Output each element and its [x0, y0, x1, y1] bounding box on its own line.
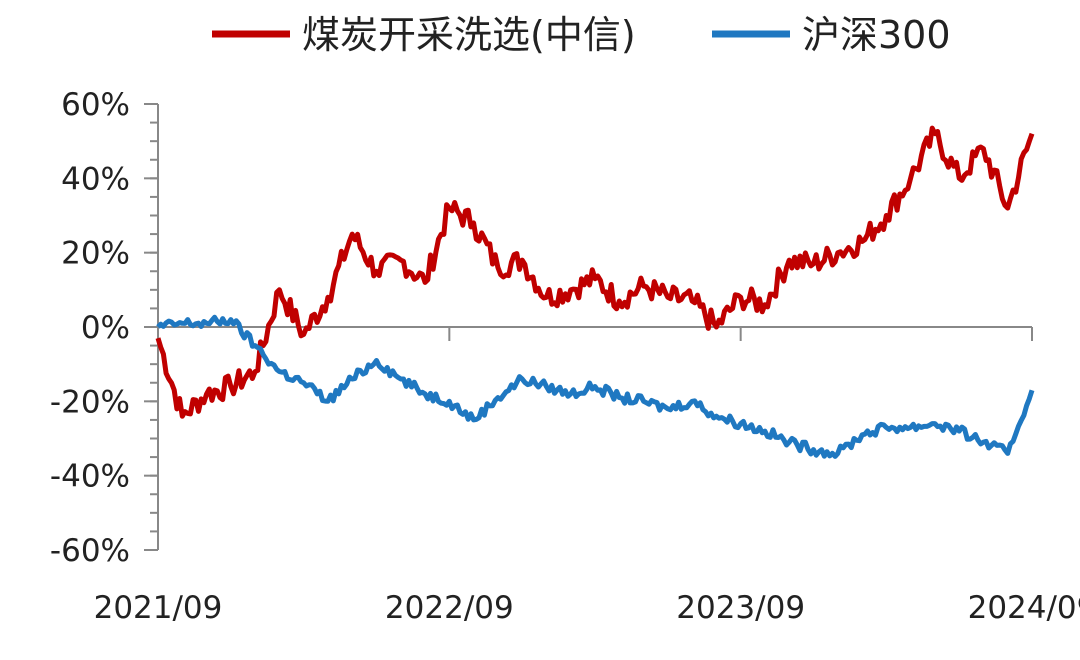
- x-tick-label: 2021/09: [94, 590, 223, 626]
- legend-label-1: 煤炭开采洗选(中信): [302, 13, 636, 57]
- y-tick-label: 40%: [61, 161, 130, 197]
- y-tick-label: -20%: [50, 384, 130, 420]
- y-tick-label: -40%: [50, 459, 130, 495]
- series-line-2: [156, 314, 1035, 459]
- y-tick-label: 60%: [61, 87, 130, 123]
- series-group: [155, 125, 1035, 459]
- legend-label-2: 沪深300: [802, 13, 951, 57]
- y-tick-label: 20%: [61, 236, 130, 272]
- y-tick-label: 0%: [81, 310, 130, 346]
- x-tick-label: 2024/09: [968, 590, 1080, 626]
- x-tick-label: 2022/09: [385, 590, 514, 626]
- y-tick-label: -60%: [50, 533, 130, 569]
- axes: 60% 40% 20% 0% -20% -40% -60% 2021/09 2022/09 202…: [50, 87, 1080, 626]
- series-line-1: [155, 125, 1035, 419]
- x-tick-label: 2023/09: [676, 590, 805, 626]
- legend: 煤炭开采洗选(中信) 沪深300: [212, 13, 951, 57]
